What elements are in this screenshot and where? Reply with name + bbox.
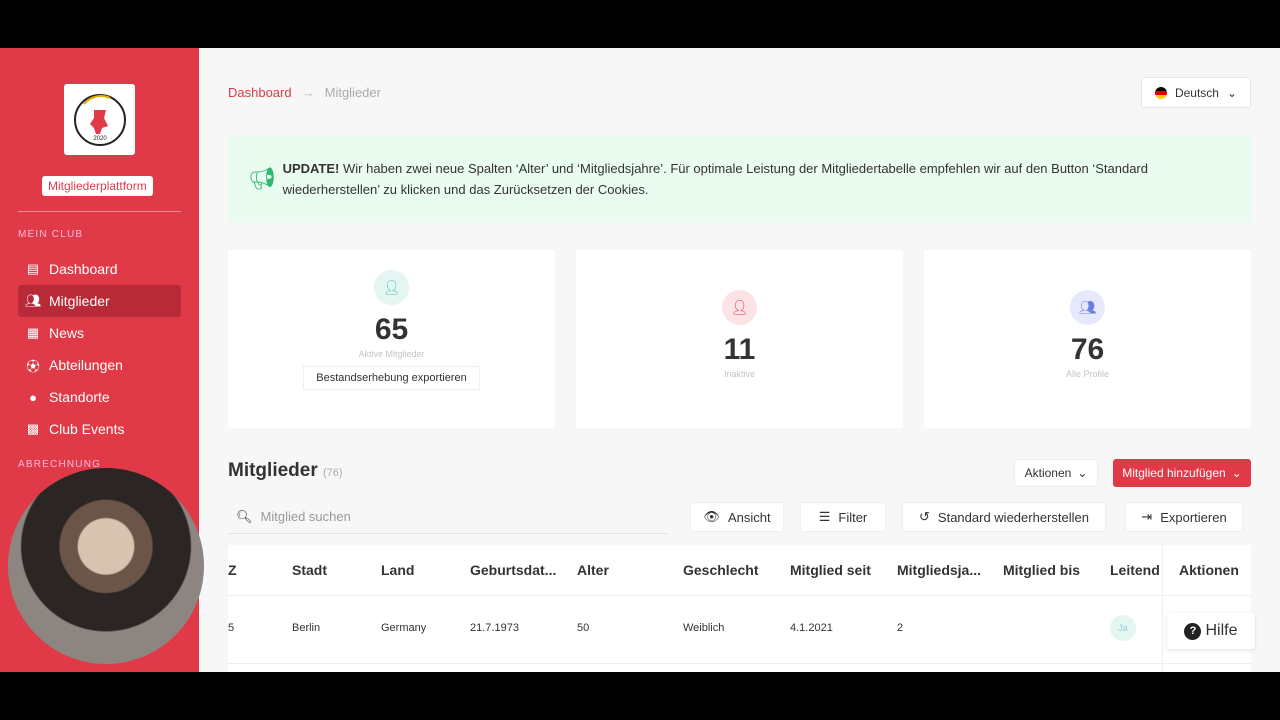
table-list-icon: ▤ [26, 261, 40, 276]
stat-card-all: 👥︎ 76 Alle Profile [924, 250, 1251, 428]
football-icon: ⚽︎ [26, 358, 40, 374]
cell: 50 [577, 622, 590, 634]
newspaper-icon: ▦ [26, 325, 40, 340]
column-header[interactable]: Mitglied bis [1003, 562, 1080, 578]
club-logo[interactable]: 2020 [64, 84, 135, 155]
users-icon: 👥︎ [1070, 290, 1105, 325]
export-button[interactable]: ⇥ Exportieren [1125, 502, 1243, 532]
export-inventory-button[interactable]: Bestandserhebung exportieren [303, 366, 480, 390]
members-heading: Mitglieder (76) [228, 460, 343, 481]
stat-card-active: 👤︎ 65 Aktive Mitglieder Bestandserhebung… [228, 250, 555, 428]
stat-value: 65 [374, 313, 409, 346]
cell: 2 [897, 622, 904, 634]
cell: 4.1.2021 [790, 622, 833, 634]
stat-label: Alle Profile [1065, 369, 1110, 379]
column-header[interactable]: Mitglied seit [790, 562, 871, 578]
banner-text: UPDATE! Wir haben zwei neue Spalten ‘Alt… [282, 161, 1148, 197]
column-header[interactable]: Land [381, 562, 415, 578]
column-header: Aktionen [1179, 562, 1239, 578]
divider [228, 663, 1251, 664]
sidebar-item-abteilungen[interactable]: ⚽︎ Abteilungen [26, 357, 123, 374]
cell: 5 [228, 622, 235, 634]
column-header[interactable]: Mitgliedsja... [897, 562, 982, 578]
webcam-overlay [8, 468, 204, 664]
app: 2020 Mitgliederplattform MEIN CLUB ▤ Dash… [0, 48, 1280, 672]
question-icon: ? [1184, 622, 1202, 640]
cell: Germany [381, 622, 427, 634]
cell: Weiblich [683, 622, 725, 634]
leading-badge: Ja [1110, 615, 1136, 641]
users-icon: 👥︎ [25, 293, 42, 308]
language-select[interactable]: Deutsch ⌄ [1141, 77, 1251, 108]
search-icon: 🔍︎ [236, 508, 253, 524]
reset-default-button[interactable]: ↺ Standard wiederherstellen [902, 502, 1106, 532]
chevron-down-icon: ⌄ [1231, 466, 1242, 480]
column-header[interactable]: Leitend [1110, 562, 1160, 578]
user-x-icon: 👤︎ [722, 290, 757, 325]
filter-button[interactable]: ☰ Filter [800, 502, 886, 532]
stat-value: 76 [1070, 333, 1105, 366]
table-toolbar: 🔍︎ Mitglied suchen 👁︎ Ansicht ☰ Filter ↺ Sta… [228, 500, 1251, 534]
export-icon: ⇥ [1141, 509, 1153, 524]
map-pin-icon: ● [29, 389, 37, 405]
cell: 21.7.1973 [470, 622, 519, 634]
stat-label: Inaktive [723, 369, 756, 379]
eye-icon: 👁︎ [703, 509, 720, 524]
sidebar-item-dashboard[interactable]: ▤ Dashboard [26, 261, 118, 277]
chevron-down-icon: ⌄ [1226, 85, 1238, 100]
column-header[interactable]: Geburtsdat... [470, 562, 557, 578]
arrow-right-icon: → [301, 85, 315, 100]
stat-value: 11 [723, 333, 756, 366]
breadcrumb-current: Mitglieder [324, 85, 381, 100]
sidebar-item-news[interactable]: ▦ News [26, 325, 85, 341]
platform-badge: Mitgliederplattform [42, 176, 153, 196]
stat-card-inactive: 👤︎ 11 Inaktive [576, 250, 903, 428]
add-member-button[interactable]: Mitglied hinzufügen ⌄ [1113, 459, 1251, 487]
update-banner: 📢︎ UPDATE! Wir haben zwei neue Spalten ‘A… [228, 136, 1251, 222]
filter-icon: ☰ [818, 509, 831, 524]
breadcrumb: Dashboard → Mitglieder [228, 85, 381, 100]
divider [18, 211, 181, 212]
chevron-down-icon: ⌄ [1077, 466, 1088, 480]
cell: Berlin [292, 622, 321, 634]
sidebar-item-club-events[interactable]: ▩ Club Events [26, 421, 125, 437]
german-flag-icon [1154, 86, 1167, 99]
column-header[interactable]: Z [228, 562, 237, 578]
member-search-input[interactable]: 🔍︎ Mitglied suchen [228, 500, 668, 534]
megaphone-icon: 📢︎ [248, 166, 276, 191]
section-mein-club: MEIN CLUB [18, 229, 84, 240]
sidebar-item-standorte[interactable]: ● Standorte [18, 381, 181, 413]
calendar-icon: ▩ [26, 421, 40, 436]
sticky-column-divider [1162, 545, 1163, 672]
actions-dropdown[interactable]: Aktionen ⌄ [1014, 459, 1098, 487]
help-button[interactable]: ? Hilfe [1167, 613, 1255, 649]
history-icon: ↺ [919, 509, 930, 524]
members-table: Z Stadt Land Geburtsdat... Alter Geschle… [228, 545, 1251, 672]
members-count: (76) [323, 467, 343, 479]
column-header[interactable]: Stadt [292, 562, 327, 578]
svg-text:2020: 2020 [93, 136, 107, 142]
column-header[interactable]: Geschlecht [683, 562, 759, 578]
section-abrechnung: ABRECHNUNG [18, 459, 102, 470]
column-header[interactable]: Alter [577, 562, 609, 578]
breadcrumb-dashboard-link[interactable]: Dashboard [228, 85, 292, 100]
user-plus-icon: 👤︎ [374, 270, 409, 305]
sidebar-item-mitglieder[interactable]: 👥︎ Mitglieder [18, 285, 181, 317]
divider [228, 595, 1251, 596]
view-button[interactable]: 👁︎ Ansicht [690, 502, 784, 532]
stat-label: Aktive Mitglieder [358, 349, 425, 359]
